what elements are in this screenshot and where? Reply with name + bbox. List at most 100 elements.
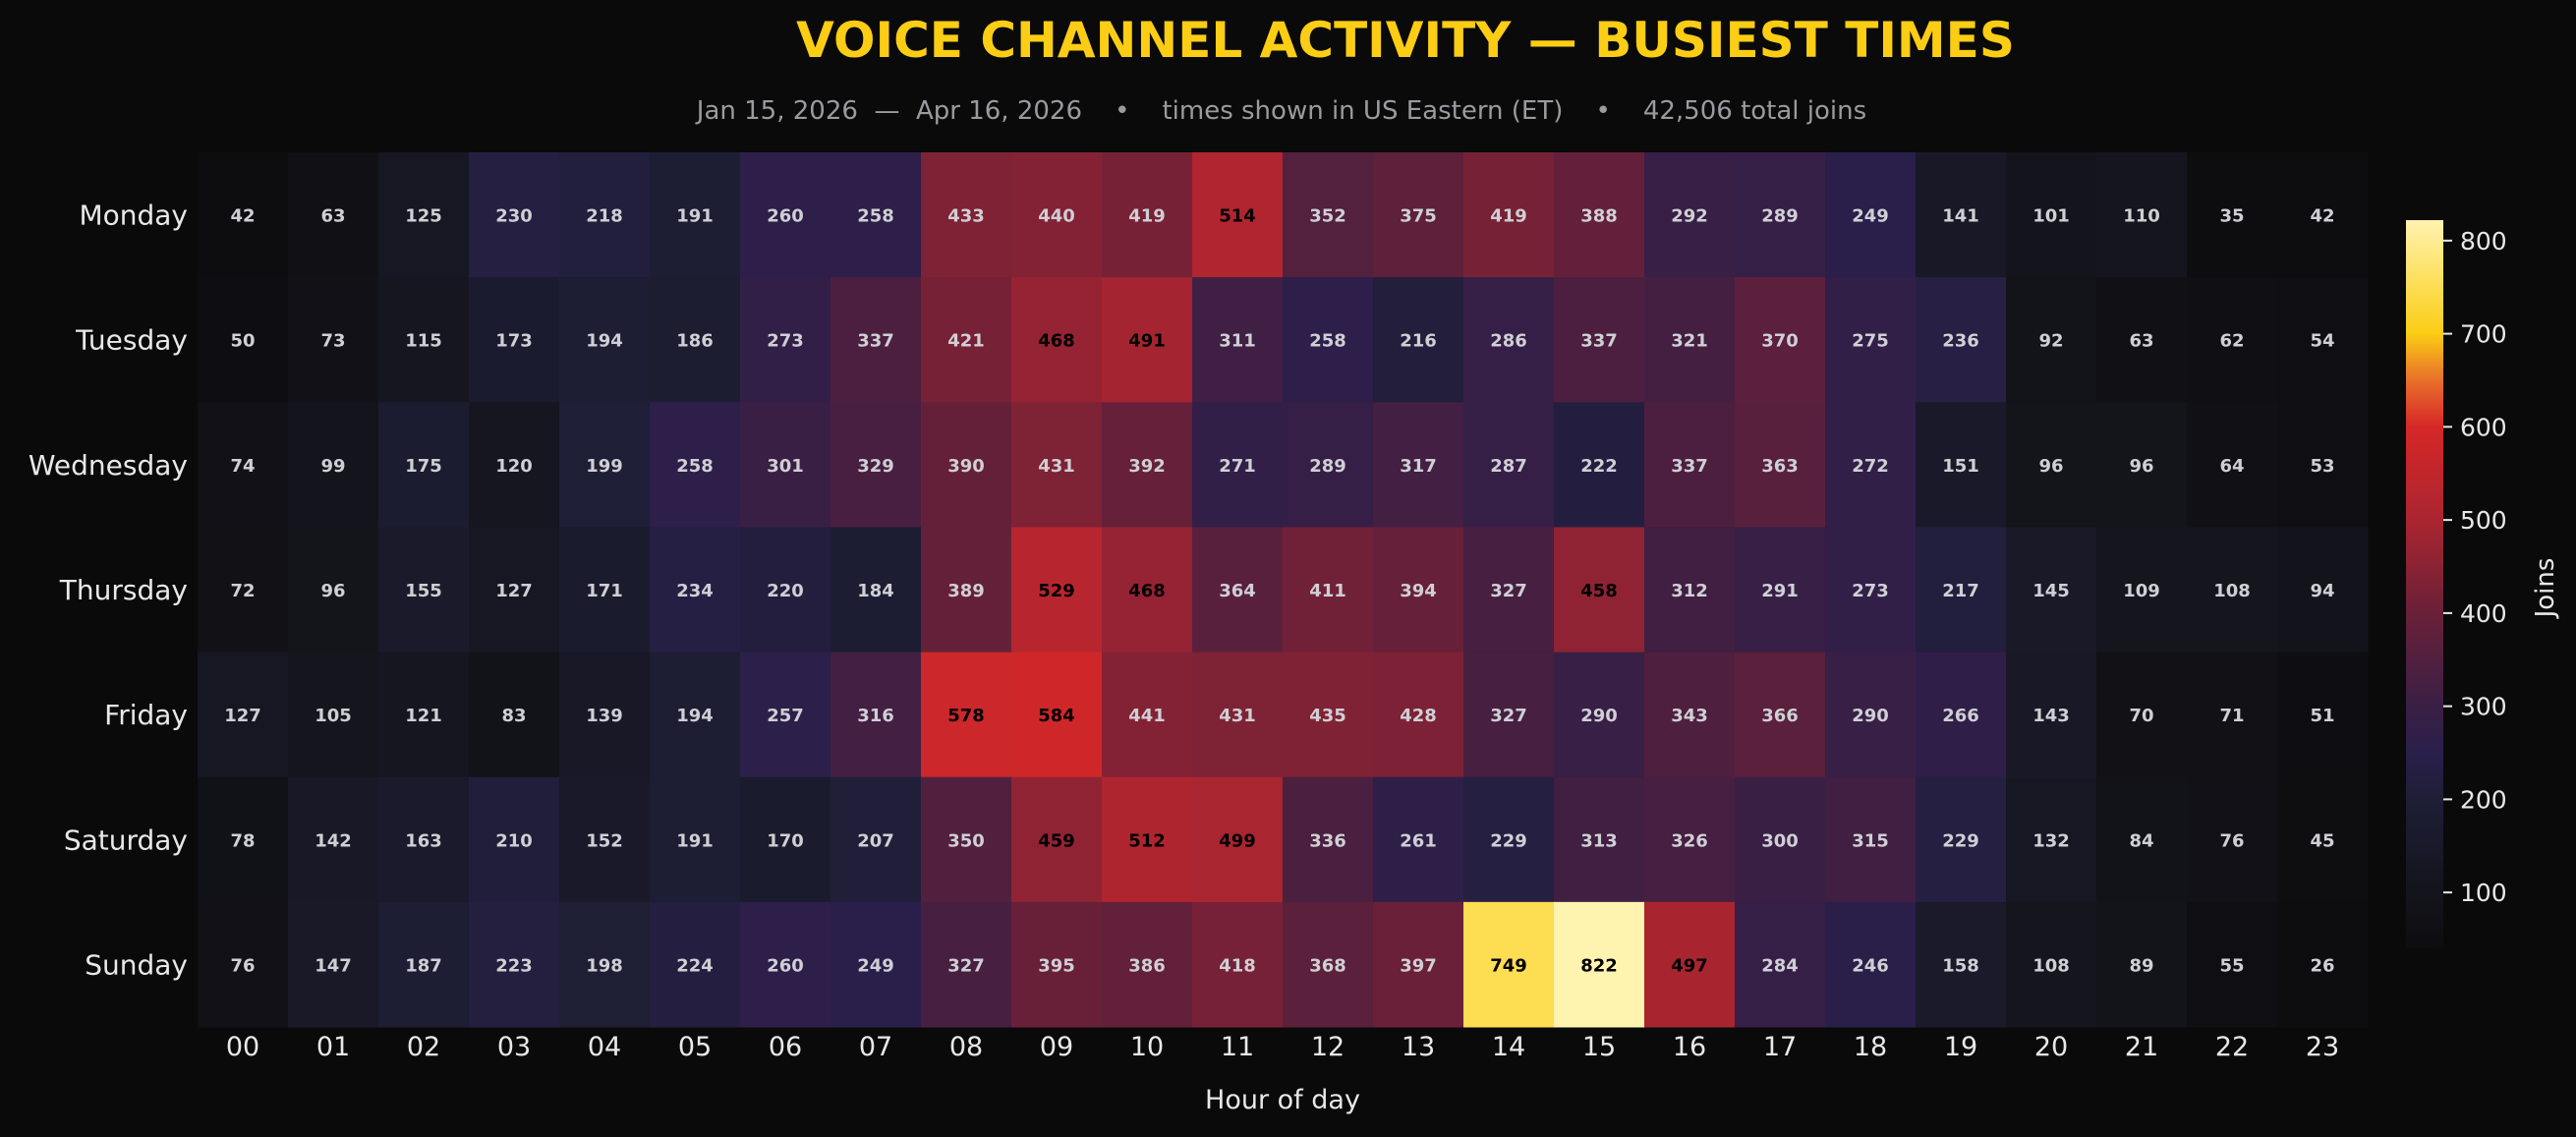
heatmap-cell <box>2277 277 2369 403</box>
cell-value-label: 173 <box>495 331 533 352</box>
heatmap-cell <box>650 652 741 778</box>
cell-value-label: 110 <box>2123 206 2160 227</box>
heatmap-cell <box>740 901 831 1028</box>
heatmap-cell <box>1735 652 1826 778</box>
heatmap-cell <box>288 652 379 778</box>
heatmap-cell <box>469 402 560 528</box>
heatmap-cells: 42 63 125 230 218 191 260 258 433 440 419 514 352 375… <box>198 152 2369 1028</box>
colorbar-tick-label: 500 <box>2460 506 2507 535</box>
heatmap-cell <box>1192 152 1284 278</box>
day-label: Tuesday <box>75 324 188 357</box>
heatmap-cell <box>2277 901 2369 1028</box>
cell-value-label: 394 <box>1400 581 1437 601</box>
heatmap-cell <box>2187 277 2278 403</box>
cell-value-label: 272 <box>1852 456 1889 477</box>
hour-label: 20 <box>2034 1032 2068 1062</box>
cell-value-label: 132 <box>2032 830 2070 851</box>
cell-value-label: 329 <box>857 456 894 477</box>
heatmap-cell <box>469 277 560 403</box>
cell-value-label: 419 <box>1490 206 1527 227</box>
heatmap-cell <box>1373 152 1464 278</box>
hour-label: 00 <box>226 1032 259 1062</box>
cell-value-label: 290 <box>1852 706 1889 726</box>
colorbar <box>2406 220 2443 948</box>
cell-value-label: 76 <box>230 955 255 976</box>
heatmap-cell <box>1102 901 1193 1028</box>
cell-value-label: 71 <box>2219 706 2244 726</box>
cell-value-label: 468 <box>1128 581 1166 601</box>
cell-value-label: 397 <box>1400 955 1437 976</box>
heatmap-cell <box>921 652 1012 778</box>
heatmap-cell <box>1916 277 2007 403</box>
cell-value-label: 127 <box>495 581 533 601</box>
heatmap-cell <box>198 152 289 278</box>
heatmap-cell <box>1825 402 1917 528</box>
day-labels: Monday Tuesday Wednesday Thursday Friday Satu… <box>29 199 188 982</box>
heatmap-cell <box>1644 776 1736 903</box>
heatmap-cell <box>921 527 1012 654</box>
cell-value-label: 171 <box>586 581 623 601</box>
heatmap-cell <box>2187 402 2278 528</box>
heatmap-cell <box>1102 402 1193 528</box>
cell-value-label: 145 <box>2032 581 2070 601</box>
hour-label: 11 <box>1221 1032 1254 1062</box>
heatmap-cell <box>288 776 379 903</box>
heatmap-cell <box>830 652 922 778</box>
heatmap-cell <box>2006 402 2097 528</box>
cell-value-label: 151 <box>1942 456 1979 477</box>
cell-value-label: 289 <box>1309 456 1346 477</box>
cell-value-label: 64 <box>2219 456 2244 477</box>
heatmap-cell <box>830 527 922 654</box>
heatmap-cell <box>740 277 831 403</box>
cell-value-label: 317 <box>1400 456 1437 477</box>
colorbar-tick-label: 800 <box>2460 227 2507 256</box>
day-label: Saturday <box>64 824 188 856</box>
cell-value-label: 749 <box>1490 955 1527 976</box>
cell-value-label: 368 <box>1309 955 1346 976</box>
hour-label: 06 <box>769 1032 802 1062</box>
heatmap-cell <box>2187 776 2278 903</box>
colorbar-tick-label: 300 <box>2460 693 2507 721</box>
cell-value-label: 26 <box>2310 955 2334 976</box>
cell-value-label: 63 <box>320 206 345 227</box>
heatmap-cell <box>1644 901 1736 1028</box>
cell-value-label: 326 <box>1671 830 1708 851</box>
heatmap-cell <box>650 776 741 903</box>
heatmap-cell <box>198 277 289 403</box>
heatmap-cell <box>740 152 831 278</box>
heatmap-cell <box>1102 776 1193 903</box>
cell-value-label: 292 <box>1671 206 1708 227</box>
heatmap-cell <box>1011 776 1103 903</box>
heatmap-cell <box>1463 402 1555 528</box>
hour-label: 15 <box>1582 1032 1616 1062</box>
heatmap-cell <box>1283 901 1374 1028</box>
x-axis-label: Hour of day <box>1205 1085 1360 1115</box>
heatmap-cell <box>2096 402 2188 528</box>
heatmap-cell <box>2006 776 2097 903</box>
heatmap-cell <box>1283 652 1374 778</box>
colorbar-tick-label: 400 <box>2460 599 2507 628</box>
heatmap-cell <box>1916 402 2007 528</box>
cell-value-label: 121 <box>405 706 442 726</box>
heatmap-cell <box>1011 901 1103 1028</box>
heatmap-cell <box>1825 776 1917 903</box>
cell-value-label: 45 <box>2310 830 2334 851</box>
cell-value-label: 155 <box>405 581 442 601</box>
heatmap-cell <box>1825 527 1917 654</box>
cell-value-label: 249 <box>1852 206 1889 227</box>
heatmap-cell <box>830 776 922 903</box>
heatmap-cell <box>469 152 560 278</box>
heatmap-cell <box>559 152 651 278</box>
cell-value-label: 109 <box>2123 581 2160 601</box>
heatmap-cell <box>1373 527 1464 654</box>
heatmap-cell <box>1463 152 1555 278</box>
heatmap-cell <box>1373 901 1464 1028</box>
heatmap-cell <box>1283 527 1374 654</box>
heatmap-cell <box>378 277 470 403</box>
cell-value-label: 337 <box>857 331 894 352</box>
cell-value-label: 458 <box>1580 581 1618 601</box>
heatmap-cell <box>1554 277 1645 403</box>
heatmap-cell <box>559 901 651 1028</box>
cell-value-label: 249 <box>857 955 894 976</box>
